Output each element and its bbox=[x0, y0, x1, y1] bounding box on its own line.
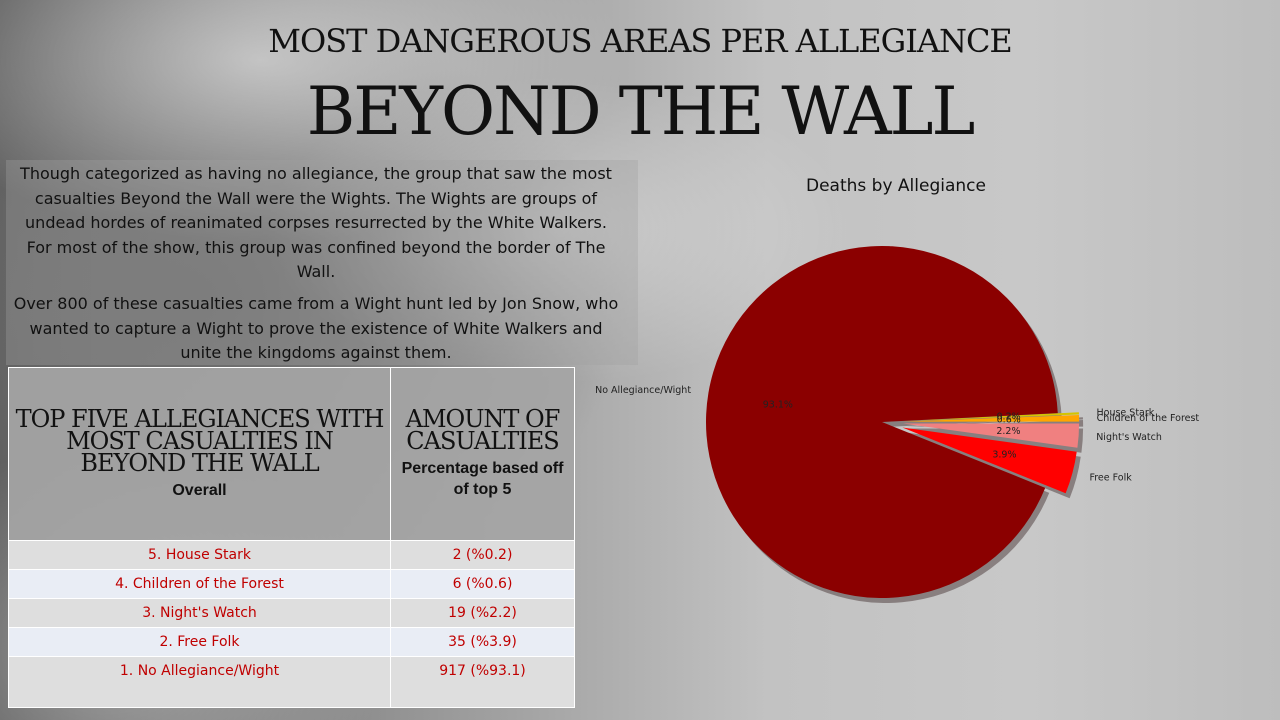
pie-pct-label-no-allegiance-wight: 93.1% bbox=[763, 399, 793, 410]
pie-pct-label-children-of-the-forest: 0.6% bbox=[997, 415, 1021, 426]
pie-chart: Deaths by Allegiance 0.6% Children of the… bbox=[580, 160, 1280, 620]
table-cell-amount: 6 (%0.6) bbox=[390, 569, 575, 599]
table-cell-allegiance: 1. No Allegiance/Wight bbox=[8, 656, 391, 708]
table-header-amount: AMOUNT OF CASUALTIES Percentage based of… bbox=[390, 367, 575, 541]
chart-title: Deaths by Allegiance bbox=[806, 176, 986, 196]
table-header-allegiance: TOP FIVE ALLEGIANCES WITH MOST CASUALTIE… bbox=[8, 367, 391, 541]
intro-paragraph: Though categorized as having no allegian… bbox=[20, 164, 612, 281]
table-cell-amount: 19 (%2.2) bbox=[390, 598, 575, 628]
table-header-allegiance-title: TOP FIVE ALLEGIANCES WITH MOST CASUALTIE… bbox=[15, 404, 385, 477]
table-cell-amount: 917 (%93.1) bbox=[390, 656, 575, 708]
table-cell-allegiance: 3. Night's Watch bbox=[8, 598, 391, 628]
table-row: 1. No Allegiance/Wight 917 (%93.1) bbox=[8, 656, 575, 708]
pie-slice-children-of-the-forest bbox=[903, 414, 1080, 422]
table-header-amount-title: AMOUNT OF CASUALTIES bbox=[405, 405, 561, 455]
pie-pct-label-house-stark: 0.2% bbox=[997, 411, 1021, 422]
text-panel bbox=[6, 160, 638, 365]
table-row: 5. House Stark 2 (%0.2) bbox=[8, 540, 575, 570]
casualties-table: TOP FIVE ALLEGIANCES WITH MOST CASUALTIE… bbox=[8, 367, 575, 708]
pie-slice-free-folk bbox=[902, 427, 1077, 494]
pie-pct-label-free-folk: 3.9% bbox=[992, 450, 1016, 461]
table-cell-allegiance: 5. House Stark bbox=[8, 540, 391, 570]
pie-category-label-free-folk: Free Folk bbox=[1089, 472, 1132, 483]
table-header-allegiance-sub: Overall bbox=[172, 481, 227, 499]
table-cell-amount: 35 (%3.9) bbox=[390, 627, 575, 657]
pie-slices bbox=[706, 246, 1080, 599]
pie-pct-label-night-s-watch: 2.2% bbox=[996, 426, 1020, 437]
detail-paragraph: Over 800 of these casualties came from a… bbox=[13, 294, 619, 362]
pie-category-label-night-s-watch: Night's Watch bbox=[1096, 432, 1162, 443]
pie-labels: 0.6% Children of the Forest 0.2% House Star… bbox=[595, 385, 1199, 483]
page-title: BEYOND THE WALL bbox=[306, 73, 976, 150]
table-header-amount-sub: Percentage based off of top 5 bbox=[401, 460, 564, 498]
table-row: 2. Free Folk 35 (%3.9) bbox=[8, 627, 575, 657]
pie-slice-night-s-watch bbox=[903, 423, 1080, 448]
table-row: 3. Night's Watch 19 (%2.2) bbox=[8, 598, 575, 628]
pie-category-label-children-of-the-forest: Children of the Forest bbox=[1097, 413, 1200, 424]
pie-category-label-house-stark: House Stark bbox=[1097, 408, 1155, 419]
pie-category-label-no-allegiance-wight: No Allegiance/Wight bbox=[595, 385, 691, 396]
pie-chart-svg: Deaths by Allegiance 0.6% Children of the… bbox=[595, 176, 1199, 604]
pie-slice-shadow-free-folk bbox=[906, 432, 1081, 499]
page-subtitle: MOST DANGEROUS AREAS PER ALLEGIANCE bbox=[268, 22, 1013, 60]
table-cell-amount: 2 (%0.2) bbox=[390, 540, 575, 570]
table-cell-allegiance: 4. Children of the Forest bbox=[8, 569, 391, 599]
pie-slice-house-stark bbox=[903, 412, 1079, 422]
table-cell-allegiance: 2. Free Folk bbox=[8, 627, 391, 657]
table-row: 4. Children of the Forest 6 (%0.6) bbox=[8, 569, 575, 599]
pie-slice-no-allegiance-wight bbox=[706, 246, 1058, 599]
